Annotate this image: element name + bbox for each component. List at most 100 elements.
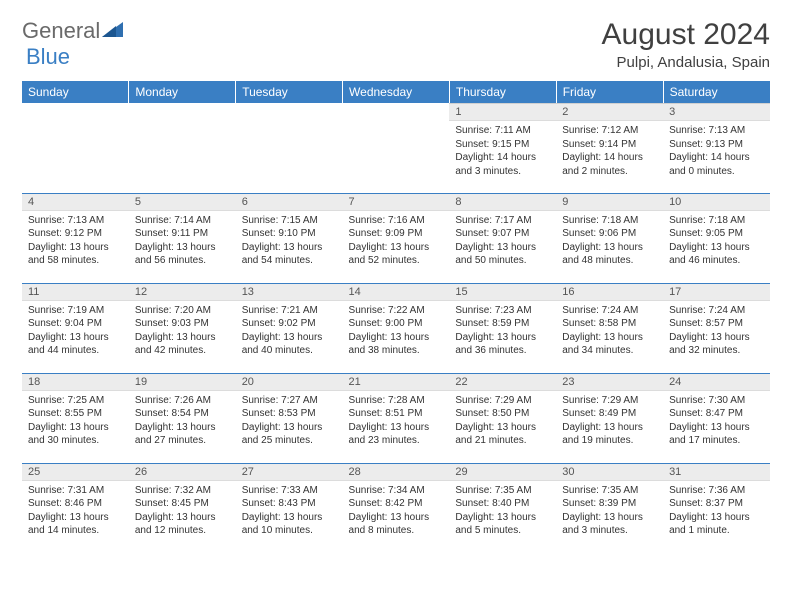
calendar-week-row: 4Sunrise: 7:13 AMSunset: 9:12 PMDaylight… [22, 193, 770, 283]
calendar-day-cell: 1Sunrise: 7:11 AMSunset: 9:15 PMDaylight… [449, 103, 556, 193]
day-number: 12 [129, 284, 236, 301]
day-info: Sunrise: 7:20 AMSunset: 9:03 PMDaylight:… [129, 301, 236, 358]
day-number: 9 [556, 194, 663, 211]
calendar-day-cell: 17Sunrise: 7:24 AMSunset: 8:57 PMDayligh… [663, 283, 770, 373]
day-info: Sunrise: 7:33 AMSunset: 8:43 PMDaylight:… [236, 481, 343, 538]
day-number: 3 [663, 103, 770, 121]
day-info: Sunrise: 7:29 AMSunset: 8:49 PMDaylight:… [556, 391, 663, 448]
calendar-day-cell: 15Sunrise: 7:23 AMSunset: 8:59 PMDayligh… [449, 283, 556, 373]
day-info: Sunrise: 7:30 AMSunset: 8:47 PMDaylight:… [663, 391, 770, 448]
day-info: Sunrise: 7:18 AMSunset: 9:05 PMDaylight:… [663, 211, 770, 268]
day-number: 25 [22, 464, 129, 481]
day-info: Sunrise: 7:31 AMSunset: 8:46 PMDaylight:… [22, 481, 129, 538]
month-title: August 2024 [602, 18, 770, 52]
day-number: 17 [663, 284, 770, 301]
day-info: Sunrise: 7:29 AMSunset: 8:50 PMDaylight:… [449, 391, 556, 448]
calendar-day-cell: 11Sunrise: 7:19 AMSunset: 9:04 PMDayligh… [22, 283, 129, 373]
day-info: Sunrise: 7:16 AMSunset: 9:09 PMDaylight:… [343, 211, 450, 268]
day-info: Sunrise: 7:24 AMSunset: 8:57 PMDaylight:… [663, 301, 770, 358]
day-info: Sunrise: 7:22 AMSunset: 9:00 PMDaylight:… [343, 301, 450, 358]
day-info: Sunrise: 7:19 AMSunset: 9:04 PMDaylight:… [22, 301, 129, 358]
day-number: 4 [22, 194, 129, 211]
day-number: 2 [556, 103, 663, 121]
day-info: Sunrise: 7:28 AMSunset: 8:51 PMDaylight:… [343, 391, 450, 448]
calendar-day-cell: 12Sunrise: 7:20 AMSunset: 9:03 PMDayligh… [129, 283, 236, 373]
day-info: Sunrise: 7:24 AMSunset: 8:58 PMDaylight:… [556, 301, 663, 358]
calendar-empty-cell: . [343, 103, 450, 193]
calendar-day-cell: 26Sunrise: 7:32 AMSunset: 8:45 PMDayligh… [129, 463, 236, 553]
calendar-day-cell: 14Sunrise: 7:22 AMSunset: 9:00 PMDayligh… [343, 283, 450, 373]
calendar-empty-cell: . [129, 103, 236, 193]
calendar-week-row: 11Sunrise: 7:19 AMSunset: 9:04 PMDayligh… [22, 283, 770, 373]
calendar-week-row: ....1Sunrise: 7:11 AMSunset: 9:15 PMDayl… [22, 103, 770, 193]
day-info: Sunrise: 7:15 AMSunset: 9:10 PMDaylight:… [236, 211, 343, 268]
calendar-day-cell: 23Sunrise: 7:29 AMSunset: 8:49 PMDayligh… [556, 373, 663, 463]
day-info: Sunrise: 7:13 AMSunset: 9:13 PMDaylight:… [663, 121, 770, 178]
calendar-day-cell: 29Sunrise: 7:35 AMSunset: 8:40 PMDayligh… [449, 463, 556, 553]
day-number: 8 [449, 194, 556, 211]
day-info: Sunrise: 7:27 AMSunset: 8:53 PMDaylight:… [236, 391, 343, 448]
day-info: Sunrise: 7:18 AMSunset: 9:06 PMDaylight:… [556, 211, 663, 268]
day-number: 28 [343, 464, 450, 481]
day-info: Sunrise: 7:36 AMSunset: 8:37 PMDaylight:… [663, 481, 770, 538]
day-info: Sunrise: 7:25 AMSunset: 8:55 PMDaylight:… [22, 391, 129, 448]
weekday-header: Wednesday [343, 81, 450, 103]
calendar-day-cell: 7Sunrise: 7:16 AMSunset: 9:09 PMDaylight… [343, 193, 450, 283]
calendar-day-cell: 31Sunrise: 7:36 AMSunset: 8:37 PMDayligh… [663, 463, 770, 553]
day-number: 19 [129, 374, 236, 391]
day-number: 6 [236, 194, 343, 211]
calendar-week-row: 18Sunrise: 7:25 AMSunset: 8:55 PMDayligh… [22, 373, 770, 463]
brand-logo: General [22, 18, 125, 44]
calendar-day-cell: 21Sunrise: 7:28 AMSunset: 8:51 PMDayligh… [343, 373, 450, 463]
day-number: 30 [556, 464, 663, 481]
calendar-table: SundayMondayTuesdayWednesdayThursdayFrid… [22, 81, 770, 553]
calendar-day-cell: 20Sunrise: 7:27 AMSunset: 8:53 PMDayligh… [236, 373, 343, 463]
brand-part2: Blue [26, 44, 70, 70]
calendar-day-cell: 16Sunrise: 7:24 AMSunset: 8:58 PMDayligh… [556, 283, 663, 373]
calendar-day-cell: 28Sunrise: 7:34 AMSunset: 8:42 PMDayligh… [343, 463, 450, 553]
weekday-header: Thursday [449, 81, 556, 103]
day-number: 13 [236, 284, 343, 301]
day-number: 1 [449, 103, 556, 121]
day-number: 10 [663, 194, 770, 211]
day-info: Sunrise: 7:14 AMSunset: 9:11 PMDaylight:… [129, 211, 236, 268]
day-number: 20 [236, 374, 343, 391]
calendar-header-row: SundayMondayTuesdayWednesdayThursdayFrid… [22, 81, 770, 103]
calendar-day-cell: 22Sunrise: 7:29 AMSunset: 8:50 PMDayligh… [449, 373, 556, 463]
page: General August 2024 Pulpi, Andalusia, Sp… [0, 0, 792, 553]
day-info: Sunrise: 7:12 AMSunset: 9:14 PMDaylight:… [556, 121, 663, 178]
calendar-day-cell: 6Sunrise: 7:15 AMSunset: 9:10 PMDaylight… [236, 193, 343, 283]
logo-triangle-icon [102, 18, 124, 44]
brand-part1: General [22, 18, 100, 44]
calendar-day-cell: 8Sunrise: 7:17 AMSunset: 9:07 PMDaylight… [449, 193, 556, 283]
calendar-body: ....1Sunrise: 7:11 AMSunset: 9:15 PMDayl… [22, 103, 770, 553]
calendar-day-cell: 13Sunrise: 7:21 AMSunset: 9:02 PMDayligh… [236, 283, 343, 373]
day-info: Sunrise: 7:23 AMSunset: 8:59 PMDaylight:… [449, 301, 556, 358]
calendar-empty-cell: . [236, 103, 343, 193]
calendar-day-cell: 27Sunrise: 7:33 AMSunset: 8:43 PMDayligh… [236, 463, 343, 553]
day-number: 23 [556, 374, 663, 391]
calendar-day-cell: 25Sunrise: 7:31 AMSunset: 8:46 PMDayligh… [22, 463, 129, 553]
calendar-day-cell: 24Sunrise: 7:30 AMSunset: 8:47 PMDayligh… [663, 373, 770, 463]
day-info: Sunrise: 7:32 AMSunset: 8:45 PMDaylight:… [129, 481, 236, 538]
calendar-day-cell: 9Sunrise: 7:18 AMSunset: 9:06 PMDaylight… [556, 193, 663, 283]
calendar-day-cell: 2Sunrise: 7:12 AMSunset: 9:14 PMDaylight… [556, 103, 663, 193]
header: General August 2024 Pulpi, Andalusia, Sp… [22, 18, 770, 71]
day-number: 5 [129, 194, 236, 211]
calendar-day-cell: 5Sunrise: 7:14 AMSunset: 9:11 PMDaylight… [129, 193, 236, 283]
weekday-header: Tuesday [236, 81, 343, 103]
day-number: 27 [236, 464, 343, 481]
day-number: 24 [663, 374, 770, 391]
day-number: 26 [129, 464, 236, 481]
day-number: 14 [343, 284, 450, 301]
day-info: Sunrise: 7:17 AMSunset: 9:07 PMDaylight:… [449, 211, 556, 268]
title-block: August 2024 Pulpi, Andalusia, Spain [602, 18, 770, 71]
day-number: 31 [663, 464, 770, 481]
calendar-day-cell: 19Sunrise: 7:26 AMSunset: 8:54 PMDayligh… [129, 373, 236, 463]
day-number: 7 [343, 194, 450, 211]
calendar-week-row: 25Sunrise: 7:31 AMSunset: 8:46 PMDayligh… [22, 463, 770, 553]
weekday-header: Sunday [22, 81, 129, 103]
calendar-day-cell: 18Sunrise: 7:25 AMSunset: 8:55 PMDayligh… [22, 373, 129, 463]
day-number: 18 [22, 374, 129, 391]
day-number: 15 [449, 284, 556, 301]
